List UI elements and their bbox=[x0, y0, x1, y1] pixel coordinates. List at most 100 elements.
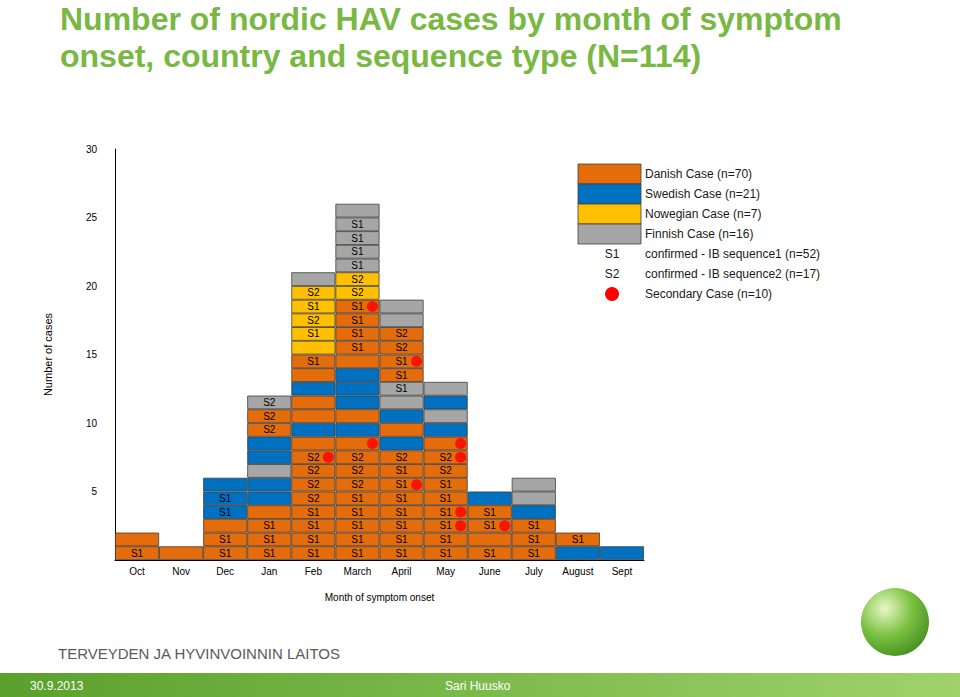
svg-text:S1: S1 bbox=[307, 548, 320, 559]
svg-text:S2: S2 bbox=[605, 267, 620, 281]
svg-text:Number of cases: Number of cases bbox=[42, 312, 54, 396]
svg-text:S1: S1 bbox=[351, 328, 364, 339]
svg-text:S1: S1 bbox=[263, 548, 276, 559]
svg-text:Finnish Case (n=16): Finnish Case (n=16) bbox=[645, 227, 753, 241]
svg-text:S1: S1 bbox=[440, 493, 453, 504]
svg-text:S2: S2 bbox=[263, 397, 276, 408]
svg-text:June: June bbox=[479, 566, 501, 577]
svg-text:S1: S1 bbox=[351, 233, 364, 244]
svg-text:Sari Huusko: Sari Huusko bbox=[445, 679, 511, 693]
svg-text:S1: S1 bbox=[351, 246, 364, 257]
svg-text:S1: S1 bbox=[351, 507, 364, 518]
svg-text:20: 20 bbox=[86, 281, 98, 292]
svg-text:S1: S1 bbox=[528, 520, 541, 531]
svg-text:S2: S2 bbox=[307, 493, 320, 504]
svg-text:S1: S1 bbox=[440, 548, 453, 559]
svg-text:Jan: Jan bbox=[261, 566, 277, 577]
svg-text:S1: S1 bbox=[307, 507, 320, 518]
svg-text:S1: S1 bbox=[307, 534, 320, 545]
svg-text:S1: S1 bbox=[307, 520, 320, 531]
svg-text:Swedish Case (n=21): Swedish Case (n=21) bbox=[645, 187, 760, 201]
svg-text:30: 30 bbox=[86, 144, 98, 155]
svg-text:S2: S2 bbox=[307, 287, 320, 298]
svg-text:S2: S2 bbox=[351, 465, 364, 476]
svg-text:S2: S2 bbox=[351, 452, 364, 463]
svg-text:15: 15 bbox=[86, 349, 98, 360]
svg-text:Danish Case (n=70): Danish Case (n=70) bbox=[645, 167, 752, 181]
svg-text:S1: S1 bbox=[395, 479, 408, 490]
svg-text:August: August bbox=[562, 566, 593, 577]
svg-text:S1: S1 bbox=[440, 479, 453, 490]
svg-text:Sept: Sept bbox=[612, 566, 633, 577]
svg-text:Feb: Feb bbox=[305, 566, 323, 577]
svg-text:S2: S2 bbox=[263, 424, 276, 435]
svg-text:S1: S1 bbox=[484, 548, 497, 559]
svg-text:S1: S1 bbox=[219, 548, 232, 559]
svg-text:Nowegian Case (n=7): Nowegian Case (n=7) bbox=[645, 207, 761, 221]
svg-text:onset, country and sequence ty: onset, country and sequence type (N=114) bbox=[60, 38, 701, 74]
svg-text:S1: S1 bbox=[572, 534, 585, 545]
svg-text:S1: S1 bbox=[395, 507, 408, 518]
svg-text:S1: S1 bbox=[395, 493, 408, 504]
svg-text:S1: S1 bbox=[395, 548, 408, 559]
svg-text:S1: S1 bbox=[395, 370, 408, 381]
svg-text:S2: S2 bbox=[307, 315, 320, 326]
svg-text:S1: S1 bbox=[351, 219, 364, 230]
svg-text:Month of symptom onset: Month of symptom onset bbox=[325, 592, 435, 603]
svg-text:April: April bbox=[392, 566, 412, 577]
svg-text:10: 10 bbox=[86, 418, 98, 429]
svg-text:S1: S1 bbox=[395, 534, 408, 545]
svg-text:S2: S2 bbox=[307, 465, 320, 476]
svg-text:S2: S2 bbox=[263, 411, 276, 422]
svg-text:S1: S1 bbox=[605, 247, 620, 261]
svg-text:S1: S1 bbox=[528, 534, 541, 545]
svg-text:S1: S1 bbox=[528, 548, 541, 559]
svg-text:S1: S1 bbox=[395, 383, 408, 394]
svg-text:5: 5 bbox=[91, 486, 97, 497]
svg-text:S1: S1 bbox=[351, 260, 364, 271]
svg-text:S1: S1 bbox=[219, 534, 232, 545]
svg-text:25: 25 bbox=[86, 212, 98, 223]
svg-text:S1: S1 bbox=[307, 356, 320, 367]
svg-text:S2: S2 bbox=[351, 287, 364, 298]
svg-text:S2: S2 bbox=[440, 465, 453, 476]
svg-text:S1: S1 bbox=[351, 548, 364, 559]
svg-text:S1: S1 bbox=[307, 328, 320, 339]
svg-text:S2: S2 bbox=[307, 479, 320, 490]
svg-text:S1: S1 bbox=[131, 548, 144, 559]
svg-text:S2: S2 bbox=[351, 274, 364, 285]
svg-text:S1: S1 bbox=[351, 301, 364, 312]
svg-text:S2: S2 bbox=[440, 452, 453, 463]
svg-text:S1: S1 bbox=[395, 465, 408, 476]
svg-text:S1: S1 bbox=[351, 493, 364, 504]
svg-text:S2: S2 bbox=[307, 452, 320, 463]
svg-text:Number of nordic HAV cases by: Number of nordic HAV cases by month of s… bbox=[60, 1, 851, 37]
svg-text:S1: S1 bbox=[263, 534, 276, 545]
svg-text:S2: S2 bbox=[395, 342, 408, 353]
svg-text:July: July bbox=[525, 566, 543, 577]
svg-text:S1: S1 bbox=[263, 520, 276, 531]
svg-text:S1: S1 bbox=[351, 534, 364, 545]
svg-text:S2: S2 bbox=[395, 452, 408, 463]
svg-text:S1: S1 bbox=[219, 493, 232, 504]
svg-text:S1: S1 bbox=[351, 342, 364, 353]
svg-text:confirmed - IB sequence1 (n=52: confirmed - IB sequence1 (n=52) bbox=[645, 247, 820, 261]
svg-text:S1: S1 bbox=[351, 520, 364, 531]
svg-text:Dec: Dec bbox=[216, 566, 234, 577]
svg-text:Nov: Nov bbox=[172, 566, 190, 577]
svg-text:S1: S1 bbox=[484, 507, 497, 518]
svg-text:S1: S1 bbox=[351, 315, 364, 326]
svg-text:S1: S1 bbox=[395, 356, 408, 367]
svg-text:S1: S1 bbox=[440, 507, 453, 518]
svg-text:S1: S1 bbox=[395, 520, 408, 531]
svg-text:Oct: Oct bbox=[129, 566, 145, 577]
svg-text:S1: S1 bbox=[440, 520, 453, 531]
svg-text:S1: S1 bbox=[440, 534, 453, 545]
svg-text:May: May bbox=[436, 566, 455, 577]
svg-text:S1: S1 bbox=[219, 507, 232, 518]
svg-text:S1: S1 bbox=[484, 520, 497, 531]
svg-text:confirmed - IB sequence2 (n=17: confirmed - IB sequence2 (n=17) bbox=[645, 267, 820, 281]
svg-text:S1: S1 bbox=[307, 301, 320, 312]
svg-text:March: March bbox=[344, 566, 372, 577]
svg-text:S2: S2 bbox=[351, 479, 364, 490]
